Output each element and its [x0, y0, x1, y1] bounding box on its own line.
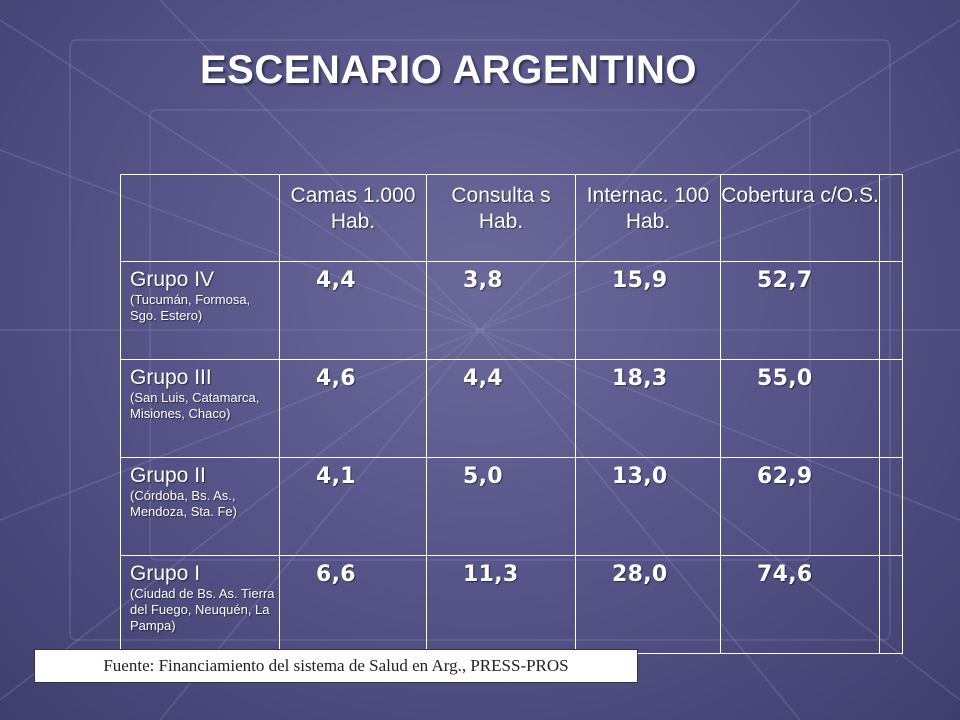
- group-provinces: (Ciudad de Bs. As. Tierra del Fuego, Neu…: [130, 586, 275, 633]
- empty-cell: [879, 555, 903, 654]
- data-table: Camas 1.000 Hab. Consulta s Hab. Interna…: [120, 174, 903, 654]
- value-cell: 4,4: [279, 261, 427, 360]
- empty-cell: [879, 261, 903, 360]
- table-row: Grupo III (San Luis, Catamarca, Misiones…: [120, 359, 903, 458]
- internac-value: 28,0: [612, 562, 668, 587]
- value-cell: 18,3: [575, 359, 721, 458]
- group-name: Grupo IV: [130, 268, 215, 291]
- table-row: Grupo I (Ciudad de Bs. As. Tierra del Fu…: [120, 555, 903, 654]
- value-cell: 55,0: [720, 359, 880, 458]
- header-consultas: Consulta s Hab.: [451, 184, 551, 233]
- value-cell: 62,9: [720, 457, 880, 556]
- camas-value: 4,4: [316, 268, 356, 293]
- group-provinces: (Córdoba, Bs. As., Mendoza, Sta. Fe): [130, 488, 237, 519]
- consultas-value: 3,8: [463, 268, 503, 293]
- value-cell: 4,1: [279, 457, 427, 556]
- value-cell: 52,7: [720, 261, 880, 360]
- value-cell: 4,4: [426, 359, 576, 458]
- header-cell-cobertura: Cobertura c/O.S.: [720, 174, 880, 262]
- camas-value: 6,6: [316, 562, 356, 587]
- group-name: Grupo I: [130, 562, 201, 585]
- source-note: Fuente: Financiamiento del sistema de Sa…: [34, 649, 638, 683]
- camas-value: 4,6: [316, 366, 356, 391]
- internac-value: 13,0: [612, 464, 668, 489]
- consultas-value: 11,3: [463, 562, 519, 587]
- internac-value: 15,9: [612, 268, 668, 293]
- value-cell: 5,0: [426, 457, 576, 556]
- value-cell: 6,6: [279, 555, 427, 654]
- group-name: Grupo II: [130, 464, 206, 487]
- table-header-row: Camas 1.000 Hab. Consulta s Hab. Interna…: [120, 174, 903, 262]
- cobertura-value: 62,9: [757, 464, 813, 489]
- header-cell-empty: [120, 174, 280, 262]
- empty-cell: [879, 359, 903, 458]
- group-name: Grupo III: [130, 366, 212, 389]
- cobertura-value: 55,0: [757, 366, 813, 391]
- cobertura-value: 74,6: [757, 562, 813, 587]
- row-label-cell: Grupo III (San Luis, Catamarca, Misiones…: [120, 359, 280, 458]
- consultas-value: 5,0: [463, 464, 503, 489]
- consultas-value: 4,4: [463, 366, 503, 391]
- value-cell: 3,8: [426, 261, 576, 360]
- cobertura-value: 52,7: [757, 268, 813, 293]
- value-cell: 13,0: [575, 457, 721, 556]
- row-label-cell: Grupo II (Córdoba, Bs. As., Mendoza, Sta…: [120, 457, 280, 556]
- header-cobertura: Cobertura c/O.S.: [721, 184, 879, 207]
- header-camas: Camas 1.000 Hab.: [290, 184, 416, 233]
- internac-value: 18,3: [612, 366, 668, 391]
- table-row: Grupo IV (Tucumán, Formosa, Sgo. Estero)…: [120, 261, 903, 360]
- table-row: Grupo II (Córdoba, Bs. As., Mendoza, Sta…: [120, 457, 903, 556]
- row-label-cell: Grupo I (Ciudad de Bs. As. Tierra del Fu…: [120, 555, 280, 654]
- camas-value: 4,1: [316, 464, 356, 489]
- group-provinces: (Tucumán, Formosa, Sgo. Estero): [130, 292, 251, 323]
- value-cell: 74,6: [720, 555, 880, 654]
- header-internac: Internac. 100 Hab.: [586, 184, 710, 233]
- page-title: ESCENARIO ARGENTINO: [200, 48, 697, 92]
- header-cell-camas: Camas 1.000 Hab.: [279, 174, 427, 262]
- empty-cell: [879, 457, 903, 556]
- header-cell-consultas: Consulta s Hab.: [426, 174, 576, 262]
- group-provinces: (San Luis, Catamarca, Misiones, Chaco): [130, 390, 260, 421]
- value-cell: 4,6: [279, 359, 427, 458]
- header-cell-extra: [879, 174, 903, 262]
- value-cell: 15,9: [575, 261, 721, 360]
- value-cell: 28,0: [575, 555, 721, 654]
- value-cell: 11,3: [426, 555, 576, 654]
- header-cell-internac: Internac. 100 Hab.: [575, 174, 721, 262]
- row-label-cell: Grupo IV (Tucumán, Formosa, Sgo. Estero): [120, 261, 280, 360]
